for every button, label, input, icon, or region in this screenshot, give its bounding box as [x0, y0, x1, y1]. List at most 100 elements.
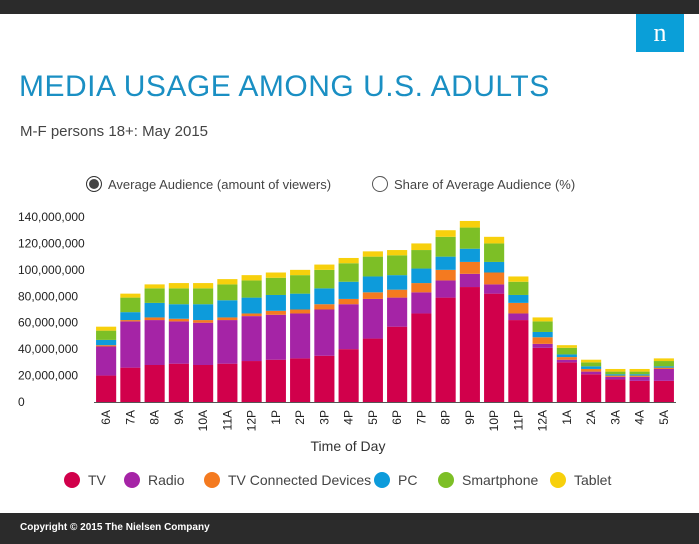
bar-segment-tv-connected-devices: [508, 302, 529, 314]
bar-segment-radio: [144, 320, 165, 365]
bar-segment-radio: [314, 309, 335, 356]
bar-segment-radio: [265, 314, 286, 360]
logo-text: n: [654, 18, 667, 47]
x-tick-label: 12A: [536, 410, 550, 431]
bar-segment-smartphone: [314, 269, 335, 289]
bar-segment-tablet: [484, 236, 505, 244]
bar-segment-smartphone: [168, 288, 189, 305]
bar-segment-radio: [556, 359, 577, 363]
bar-segment-pc: [290, 293, 311, 310]
bar-segment-tv-connected-devices: [484, 272, 505, 285]
y-axis: 0 20,000,000 40,000,000 60,000,000 80,000,00…: [18, 210, 85, 409]
bar-segment-pc: [241, 297, 262, 314]
bar-segment-smartphone: [484, 243, 505, 262]
bar-segment-radio: [217, 320, 238, 364]
bar-segment-tv: [532, 347, 553, 402]
bar-segment-tv: [96, 375, 117, 402]
x-tick-label: 5A: [657, 410, 671, 425]
bar-segment-tv: [241, 361, 262, 402]
bar-segment-tv-connected-devices: [435, 269, 456, 281]
bar-segment-smartphone: [241, 280, 262, 298]
x-tick-label: 6A: [99, 410, 113, 425]
x-tick-label: 9P: [463, 410, 477, 425]
bar-segment-pc: [653, 366, 674, 368]
footer: Copyright © 2015 The Nielsen Company: [0, 513, 699, 544]
bar-segment-radio: [435, 280, 456, 298]
bar-segment-tablet: [653, 358, 674, 362]
bars: [96, 220, 674, 402]
legend-swatch: [374, 472, 390, 488]
bar-segment-tv-connected-devices: [338, 298, 359, 305]
bar-segment-smartphone: [532, 321, 553, 332]
bar-segment-tv-connected-devices: [217, 317, 238, 321]
y-tick-label: 40,000,000: [18, 342, 78, 356]
radio-selected-icon[interactable]: [86, 176, 102, 192]
legend-label: Radio: [148, 472, 185, 488]
y-tick-label: 20,000,000: [18, 369, 78, 383]
bar-segment-radio: [96, 346, 117, 376]
bar-segment-tablet: [144, 284, 165, 289]
page-subtitle: M-F persons 18+: May 2015: [20, 123, 209, 140]
bar-segment-pc: [629, 374, 650, 376]
bar-segment-tablet: [96, 326, 117, 331]
legend-item-tv-connected-devices[interactable]: TV Connected Devices: [204, 472, 371, 488]
bar-segment-radio: [459, 273, 480, 288]
bar-segment-tv: [120, 367, 141, 402]
bar-segment-pc: [556, 354, 577, 358]
bar-segment-tv: [653, 380, 674, 402]
bar-segment-smartphone: [362, 256, 383, 277]
bar-segment-tv: [168, 363, 189, 402]
legend-item-tv[interactable]: TV: [64, 472, 106, 488]
radio-share-of-audience[interactable]: Share of Average Audience (%): [372, 173, 575, 195]
bar-segment-pc: [144, 302, 165, 318]
bar-segment-smartphone: [653, 361, 674, 367]
legend-swatch: [204, 472, 220, 488]
bar-segment-pc: [605, 374, 626, 376]
bar-segment-smartphone: [96, 330, 117, 340]
x-tick-label: 1A: [560, 410, 574, 425]
bar-segment-radio: [411, 292, 432, 314]
bar-segment-tv: [605, 379, 626, 402]
bar-segment-tv-connected-devices: [629, 375, 650, 377]
legend-item-pc[interactable]: PC: [374, 472, 417, 488]
legend-item-smartphone[interactable]: Smartphone: [438, 472, 538, 488]
bar-segment-tv-connected-devices: [556, 357, 577, 360]
bar-segment-smartphone: [217, 284, 238, 301]
legend-label: TV Connected Devices: [228, 472, 372, 488]
bar-segment-tv: [387, 326, 408, 402]
bar-segment-tablet: [556, 345, 577, 348]
x-tick-label: 3P: [317, 410, 331, 425]
bar-segment-pc: [314, 288, 335, 305]
bar-segment-tablet: [508, 276, 529, 282]
x-tick-label: 2A: [584, 410, 598, 425]
bar-segment-radio: [193, 322, 214, 365]
bar-segment-radio: [653, 368, 674, 381]
bar-segment-tv-connected-devices: [362, 292, 383, 299]
bar-segment-tv-connected-devices: [387, 289, 408, 298]
bar-segment-tablet: [120, 293, 141, 298]
radio-average-audience-label: Average Audience (amount of viewers): [108, 176, 332, 192]
bar-segment-smartphone: [556, 347, 577, 355]
bar-segment-tv-connected-devices: [532, 337, 553, 344]
bar-segment-tv-connected-devices: [314, 304, 335, 310]
radio-unselected-icon[interactable]: [372, 176, 388, 192]
bar-segment-smartphone: [459, 227, 480, 249]
bar-segment-tv: [338, 349, 359, 402]
bar-segment-tv-connected-devices: [193, 320, 214, 323]
radio-average-audience[interactable]: Average Audience (amount of viewers): [86, 173, 331, 195]
x-tick-label: 12P: [245, 410, 259, 431]
x-tick-label: 8A: [148, 410, 162, 425]
bar-segment-smartphone: [411, 250, 432, 269]
bar-segment-pc: [193, 304, 214, 321]
bar-segment-pc: [120, 312, 141, 321]
bar-segment-radio: [581, 371, 602, 375]
y-tick-label: 120,000,000: [18, 236, 85, 250]
x-tick-label: 4P: [342, 410, 356, 425]
y-tick-label: 100,000,000: [18, 263, 85, 277]
bar-segment-radio: [362, 298, 383, 339]
x-tick-label: 10P: [487, 410, 501, 431]
legend-item-tablet[interactable]: Tablet: [550, 472, 611, 488]
bar-segment-pc: [411, 268, 432, 284]
page-title: MEDIA USAGE AMONG U.S. ADULTS: [19, 70, 550, 103]
legend-item-radio[interactable]: Radio: [124, 472, 185, 488]
